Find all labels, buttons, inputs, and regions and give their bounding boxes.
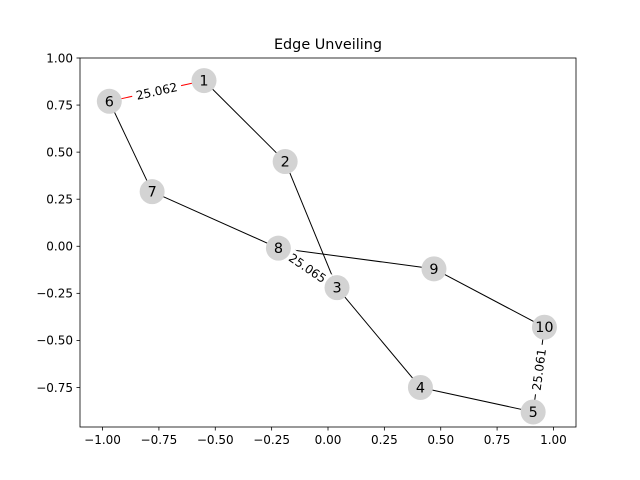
- x-tick-label: −1.00: [84, 433, 121, 447]
- node-8: [265, 235, 291, 261]
- edge-label-background: [130, 77, 183, 105]
- edge-label-background: [527, 343, 551, 396]
- node-label: 4: [416, 380, 425, 396]
- chart-title: Edge Unveiling: [274, 37, 382, 53]
- node-label: 10: [535, 320, 553, 336]
- y-tick-label: 0.75: [46, 98, 73, 112]
- node-label: 6: [105, 94, 114, 110]
- edge-3-4: [336, 287, 421, 388]
- node-10: [531, 314, 557, 340]
- y-tick-label: 0.00: [46, 240, 73, 254]
- x-tick-label: −0.50: [197, 433, 234, 447]
- node-label: 3: [332, 281, 341, 297]
- x-tick-label: 1.00: [540, 433, 567, 447]
- node-1: [191, 68, 217, 94]
- node-7: [139, 179, 165, 205]
- edge-8-7: [151, 191, 279, 249]
- edge-10-9: [433, 268, 545, 328]
- node-9: [421, 256, 447, 282]
- node-2: [272, 149, 298, 175]
- node-label: 5: [529, 405, 538, 421]
- x-tick-label: 0.25: [371, 433, 398, 447]
- x-axis: −1.00 −0.75 −0.50 −0.25 0.00 0.25 0.50 0.75 1.00: [84, 427, 567, 447]
- x-tick-label: 0.50: [427, 433, 454, 447]
- node-5: [520, 399, 546, 425]
- edge-7-6: [108, 101, 153, 192]
- node-label: 9: [429, 262, 438, 278]
- edge-label-group: 25.061: [527, 343, 551, 396]
- y-tick-label: −0.25: [36, 287, 73, 301]
- node-3: [324, 275, 350, 301]
- edge-label-background: [282, 247, 333, 289]
- y-tick-label: −0.75: [36, 381, 73, 395]
- x-tick-label: 0.00: [315, 433, 342, 447]
- edges-layer: [108, 80, 545, 413]
- edge-2-3: [284, 161, 338, 288]
- node-label: 8: [274, 241, 283, 257]
- y-tick-label: −0.50: [36, 334, 73, 348]
- node-label: 1: [199, 74, 208, 90]
- node-4: [407, 374, 433, 400]
- edge-9-8: [278, 247, 435, 270]
- x-tick-label: −0.25: [253, 433, 290, 447]
- node-6: [96, 88, 122, 114]
- node-label: 7: [148, 185, 157, 201]
- edge-1-2: [203, 80, 286, 162]
- y-tick-label: 0.25: [46, 192, 73, 206]
- x-tick-label: 0.75: [484, 433, 511, 447]
- y-tick-label: 1.00: [46, 51, 73, 65]
- edge-weight-label: 25.061: [530, 348, 549, 391]
- node-label: 2: [281, 155, 290, 171]
- nodes-layer: 1 2 3 4 5 6 7 8 9 10: [96, 68, 557, 425]
- x-tick-label: −0.75: [141, 433, 178, 447]
- edge-4-5: [420, 386, 534, 413]
- y-axis: 1.00 0.75 0.50 0.25 0.00 −0.25 −0.50 −0.75: [36, 51, 80, 395]
- y-tick-label: 0.50: [46, 145, 73, 159]
